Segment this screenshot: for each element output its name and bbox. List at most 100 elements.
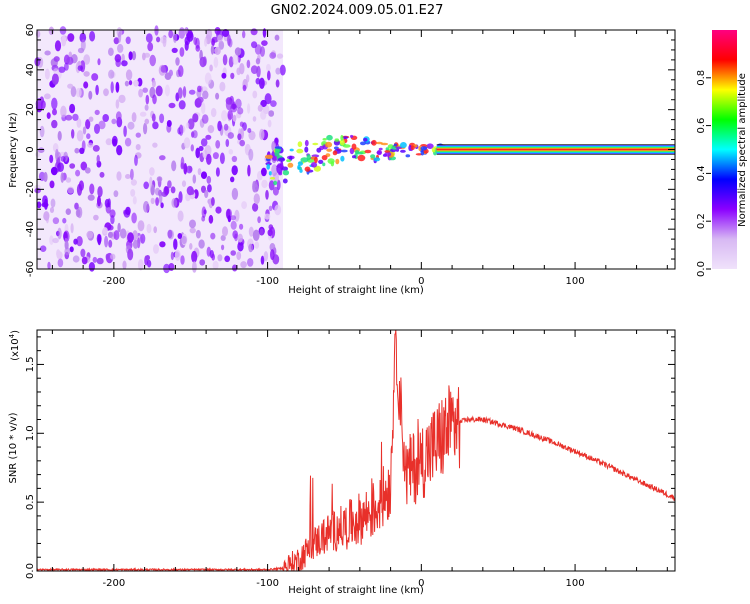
noise-blob bbox=[207, 125, 215, 134]
noise-blob bbox=[97, 58, 101, 66]
snr-frame bbox=[36, 329, 676, 572]
noise-blob bbox=[230, 103, 238, 113]
noise-blob bbox=[44, 93, 51, 100]
snr-multiplier-base: (x10 bbox=[10, 338, 21, 361]
noise-blob bbox=[266, 63, 271, 72]
noise-blob bbox=[159, 155, 166, 161]
signal-blob bbox=[282, 166, 288, 172]
noise-blob bbox=[184, 27, 188, 35]
signal-blob bbox=[418, 145, 422, 152]
signal-blob bbox=[310, 162, 318, 168]
noise-blob bbox=[231, 187, 239, 200]
noise-blob bbox=[79, 147, 85, 154]
noise-blob bbox=[188, 166, 193, 172]
noise-blob bbox=[94, 123, 100, 134]
noise-blob bbox=[231, 165, 238, 176]
noise-blob bbox=[171, 47, 178, 54]
noise-blob bbox=[164, 84, 170, 97]
signal-band-layer bbox=[436, 148, 675, 151]
noise-blob bbox=[206, 175, 212, 184]
noise-blob bbox=[192, 130, 198, 139]
noise-blob bbox=[214, 27, 221, 35]
noise-blob bbox=[164, 72, 172, 80]
noise-blob bbox=[171, 198, 178, 208]
noise-blob bbox=[221, 110, 228, 122]
noise-blob bbox=[57, 162, 64, 172]
noise-blob bbox=[230, 220, 237, 230]
noise-blob bbox=[57, 258, 64, 268]
noise-blob bbox=[149, 176, 153, 188]
signal-blob bbox=[300, 157, 309, 163]
spectrogram-y-tick-label: -60 bbox=[25, 261, 36, 277]
signal-blob bbox=[364, 149, 372, 154]
noise-blob bbox=[143, 201, 150, 213]
noise-blob bbox=[217, 120, 222, 132]
noise-blob bbox=[201, 114, 209, 124]
noise-blob bbox=[170, 186, 176, 194]
noise-blob bbox=[132, 239, 139, 249]
noise-blob bbox=[119, 228, 127, 239]
noise-blob bbox=[248, 226, 254, 237]
noise-blob bbox=[178, 100, 186, 110]
noise-blob bbox=[56, 251, 63, 260]
noise-blob bbox=[219, 81, 226, 92]
noise-blob bbox=[217, 34, 223, 43]
spectrogram-x-tick-label: 100 bbox=[566, 276, 585, 287]
noise-blob bbox=[51, 73, 59, 85]
signal-blob bbox=[400, 149, 406, 153]
spectrogram-y-tick-label: 20 bbox=[25, 103, 36, 116]
noise-blob bbox=[85, 119, 91, 130]
noise-blob bbox=[105, 253, 110, 260]
noise-blob bbox=[44, 50, 51, 56]
signal-blob bbox=[321, 155, 328, 161]
noise-blob bbox=[205, 134, 212, 140]
noise-blob bbox=[232, 54, 239, 65]
noise-blob bbox=[257, 216, 261, 224]
noise-blob bbox=[268, 110, 275, 117]
signal-blob bbox=[385, 147, 389, 151]
noise-blob bbox=[167, 180, 172, 189]
noise-blob bbox=[180, 156, 185, 169]
noise-blob bbox=[63, 230, 70, 243]
colorbar-tick-label: 0.2 bbox=[696, 213, 707, 229]
noise-blob bbox=[260, 255, 265, 265]
snr-y-tick-label: 0.5 bbox=[25, 494, 36, 510]
signal-blob bbox=[277, 157, 286, 162]
signal-blob bbox=[340, 134, 344, 141]
noise-blob bbox=[210, 45, 215, 55]
signal-blob bbox=[314, 156, 318, 164]
noise-blob bbox=[225, 139, 230, 147]
noise-blob bbox=[92, 256, 98, 263]
signal-blob bbox=[273, 180, 278, 186]
noise-blob bbox=[96, 233, 102, 244]
noise-blob bbox=[97, 195, 101, 207]
noise-blob bbox=[69, 246, 74, 253]
spectrogram-y-label: Frequency (Hz) bbox=[8, 112, 19, 188]
noise-blob bbox=[239, 62, 245, 75]
noise-blob bbox=[217, 254, 223, 262]
noise-blob bbox=[40, 245, 47, 252]
spectrogram-y-tick-label: 0 bbox=[25, 146, 36, 152]
noise-blob bbox=[212, 152, 219, 160]
noise-blob bbox=[259, 46, 265, 57]
signal-blob bbox=[278, 171, 283, 176]
noise-blob bbox=[110, 81, 114, 94]
signal-blob bbox=[352, 155, 357, 159]
noise-blob bbox=[181, 180, 187, 187]
noise-blob bbox=[139, 111, 147, 117]
noise-blob bbox=[173, 238, 178, 250]
noise-blob bbox=[185, 193, 191, 202]
snr-multiplier-label: (x104) bbox=[8, 330, 21, 361]
noise-blob bbox=[221, 72, 227, 79]
signal-blob bbox=[420, 150, 425, 156]
noise-blob bbox=[49, 180, 55, 189]
noise-blob bbox=[51, 97, 58, 110]
noise-blob bbox=[72, 255, 80, 263]
noise-blob bbox=[200, 138, 208, 147]
noise-blob bbox=[241, 201, 248, 210]
noise-blob bbox=[143, 52, 151, 58]
noise-blob bbox=[109, 209, 116, 218]
noise-blob bbox=[210, 107, 217, 118]
signal-blob bbox=[274, 146, 283, 149]
noise-blob bbox=[67, 33, 75, 42]
